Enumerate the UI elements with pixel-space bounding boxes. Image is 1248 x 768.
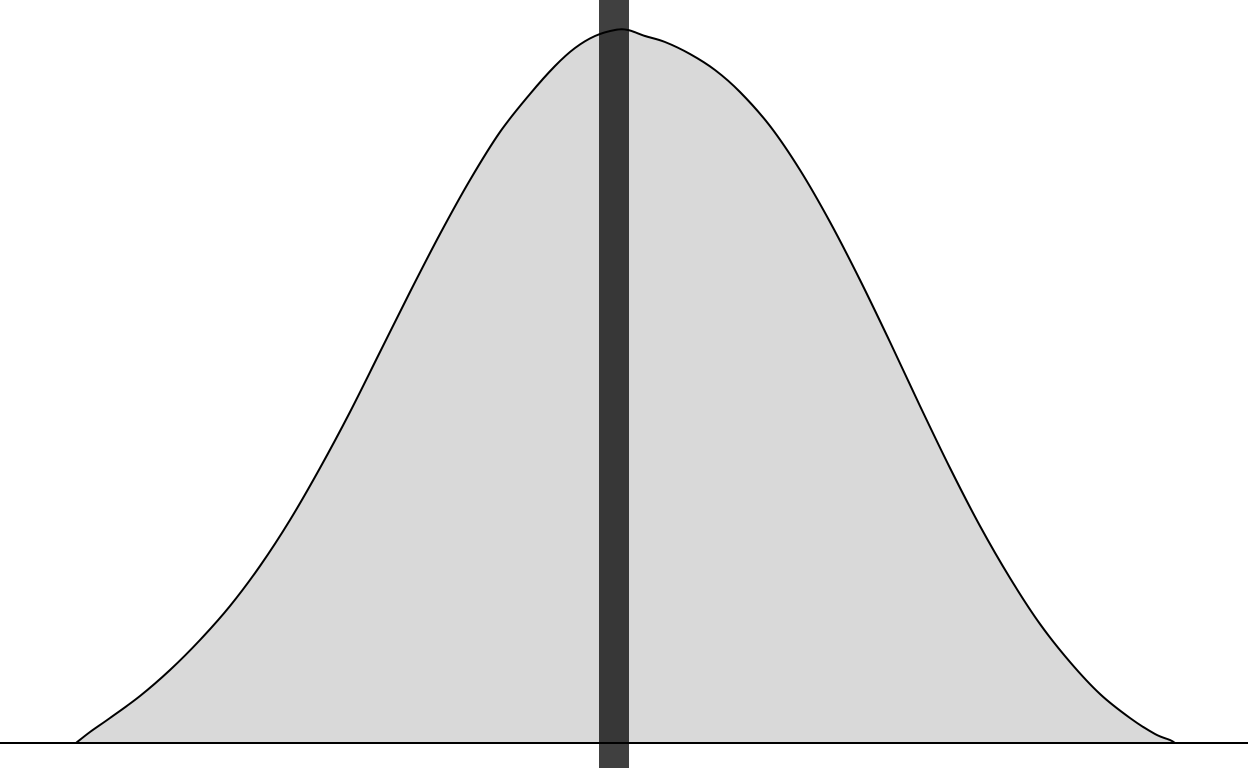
density-chart bbox=[0, 0, 1248, 768]
reference-vline bbox=[599, 0, 629, 768]
chart-svg bbox=[0, 0, 1248, 768]
